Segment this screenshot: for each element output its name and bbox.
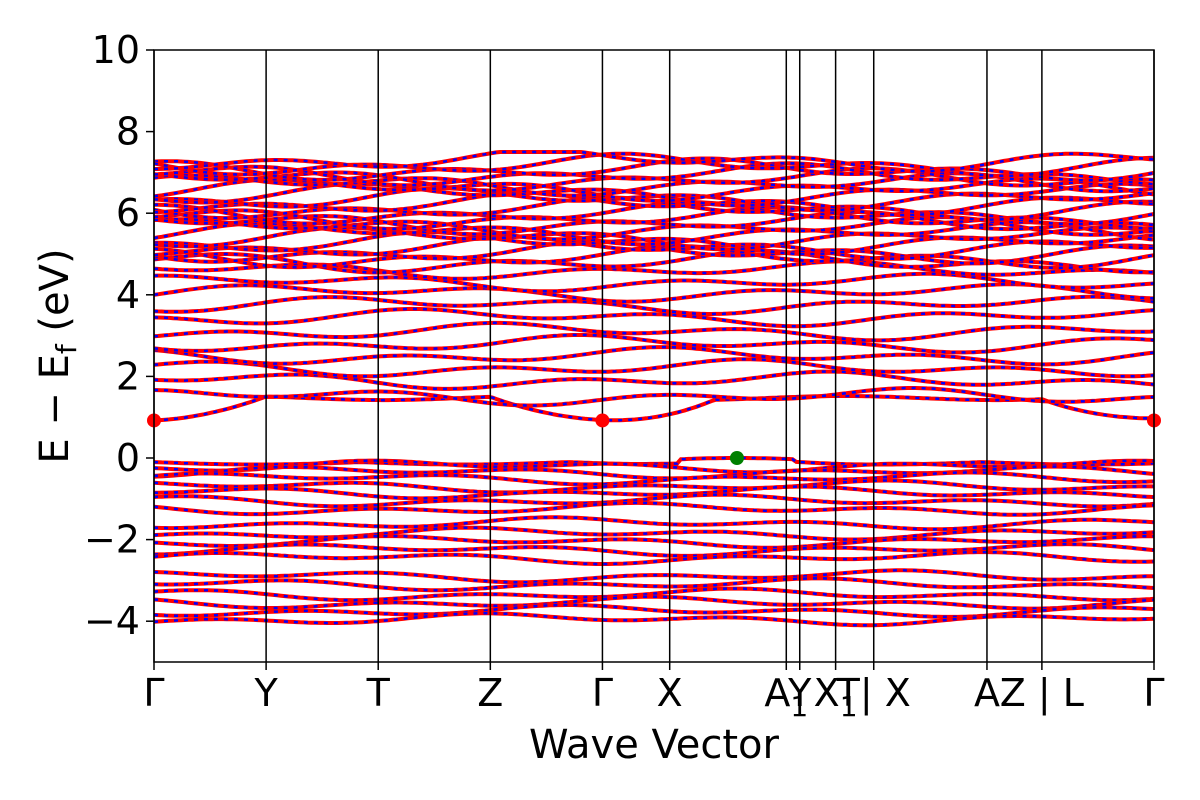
y-tick-label: 0 [116, 436, 140, 480]
band-line-blue [153, 542, 1155, 558]
x-axis-label: Wave Vector [529, 722, 780, 768]
band-line-blue [153, 603, 1155, 619]
x-tick-label: A1 [764, 671, 808, 723]
band-line-blue [153, 295, 1155, 316]
svg-text:E − Ef (eV): E − Ef (eV) [32, 248, 83, 463]
cbm-marker [595, 413, 610, 428]
y-tick-label: −4 [84, 599, 140, 643]
y-axis-label-unit: (eV) [32, 248, 78, 344]
y-tick-label: 8 [116, 110, 140, 154]
band-line-blue [154, 150, 1155, 173]
band-edge-markers [147, 413, 1161, 465]
vbm-marker [729, 451, 744, 465]
y-tick-label: −2 [84, 518, 140, 562]
band-lines [153, 150, 1155, 628]
y-tick-label: 10 [92, 28, 140, 72]
x-tick-label: Y [787, 671, 812, 715]
x-tick-label: Γ [143, 671, 164, 715]
x-tick-label: Z [477, 671, 503, 715]
band-line-blue [153, 345, 1155, 366]
x-tick-label: Z | L [1000, 671, 1084, 716]
band-line-blue [153, 172, 1155, 197]
band-line-blue [153, 205, 1155, 231]
band-line-blue [153, 182, 1155, 207]
band-line-blue [153, 260, 1155, 281]
band-line-red [153, 394, 1154, 423]
x-tick-label: X1 [814, 671, 858, 723]
band-line-blue [153, 595, 1155, 610]
band-line-blue [153, 459, 1155, 474]
band-line-blue [153, 226, 1155, 251]
x-tick-label: T| X [836, 671, 911, 716]
band-line-blue [153, 465, 1155, 480]
band-line-blue [153, 516, 1155, 531]
band-line-blue [153, 479, 1154, 494]
band-line-blue [153, 526, 1155, 541]
band-line-blue [153, 235, 1154, 261]
y-axis-label-sub: f [50, 343, 83, 354]
band-line-blue [153, 307, 1155, 328]
y-tick-label: 2 [116, 354, 140, 398]
band-line-blue [153, 358, 1155, 378]
band-line-blue [153, 191, 1155, 217]
band-line-blue [153, 333, 1155, 354]
band-line-blue [153, 386, 1155, 407]
band-line-blue [153, 282, 1155, 303]
band-line-blue [153, 612, 1155, 627]
band-line-blue [153, 215, 1155, 241]
x-tick-label: X [657, 671, 683, 715]
band-line-blue [153, 569, 1154, 584]
band-line-blue [153, 577, 1155, 592]
band-line-blue [153, 471, 1155, 486]
band-line-blue [153, 493, 1155, 508]
band-line-blue [153, 587, 1155, 602]
y-tick-label: 6 [116, 191, 140, 235]
x-tick-label: Γ [592, 671, 613, 715]
y-axis-label-main: E − E [32, 354, 78, 464]
band-line-blue [153, 230, 1155, 256]
y-tick-label: 4 [116, 273, 140, 317]
band-line-blue [153, 162, 1155, 187]
band-line-blue [153, 249, 1155, 274]
y-axis-ticks: −4 −2 0 2 4 6 8 10 [84, 28, 154, 643]
band-line-blue [153, 550, 1155, 566]
band-line-blue [153, 177, 1155, 202]
band-line-blue [153, 220, 1155, 246]
plot-frame [153, 49, 1155, 663]
x-tick-label: A [974, 671, 1000, 715]
band-line-blue [153, 239, 1155, 265]
band-line-blue [153, 272, 1155, 293]
x-tick-label: T [366, 671, 391, 715]
x-tick-label: Y [253, 671, 278, 715]
band-line-blue [153, 152, 1155, 178]
band-line-blue [153, 501, 1155, 517]
band-line-blue [154, 485, 1155, 500]
band-line-blue [153, 370, 1155, 391]
x-tick-label: Γ [1143, 671, 1164, 715]
band-line-blue [153, 321, 1155, 342]
high-symmetry-lines [153, 50, 1155, 662]
y-axis-label: E − Ef (eV) [32, 248, 83, 463]
band-line-blue [153, 534, 1154, 550]
